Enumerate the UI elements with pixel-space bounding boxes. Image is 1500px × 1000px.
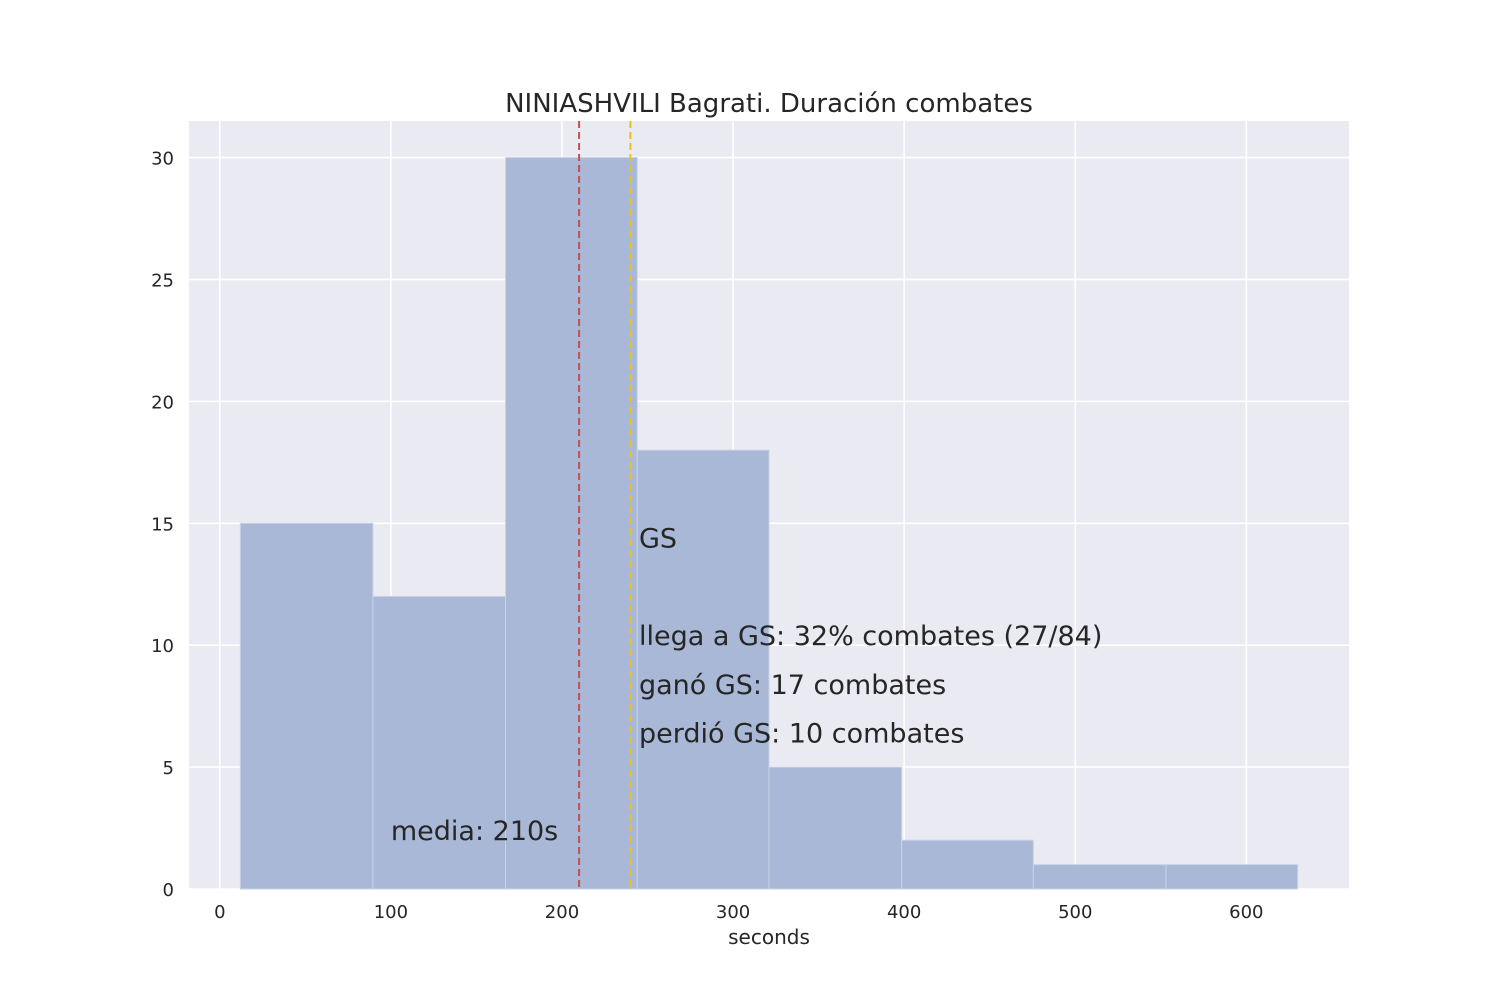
x-tick-label: 0 bbox=[214, 902, 225, 923]
y-tick-label: 10 bbox=[151, 636, 174, 657]
reference-lines bbox=[578, 121, 632, 889]
histogram-bar bbox=[239, 522, 374, 890]
x-tick-label: 100 bbox=[374, 902, 408, 923]
y-tick-label: 20 bbox=[151, 392, 174, 413]
annotation-text: media: 210s bbox=[391, 816, 558, 847]
annotations: media: 210s GS llega a GS: 32% combates (2… bbox=[391, 524, 1103, 848]
histogram-bar bbox=[1165, 864, 1299, 890]
annotation-text: perdió GS: 10 combates bbox=[639, 719, 964, 750]
x-tick-labels: 0 100 200 300 400 500 600 bbox=[214, 902, 1263, 923]
y-tick-label: 5 bbox=[163, 758, 174, 779]
x-tick-label: 500 bbox=[1058, 902, 1092, 923]
histogram-bar bbox=[901, 839, 1034, 890]
x-tick-label: 200 bbox=[545, 902, 579, 923]
histogram-bar bbox=[372, 595, 507, 890]
y-tick-label: 15 bbox=[151, 514, 174, 535]
y-tick-label: 0 bbox=[163, 880, 174, 901]
annotation-text: GS bbox=[639, 524, 677, 555]
y-tick-label: 25 bbox=[151, 270, 174, 291]
histogram-bar bbox=[505, 157, 638, 890]
histogram-bar bbox=[768, 766, 903, 890]
x-tick-label: 600 bbox=[1229, 902, 1263, 923]
x-tick-label: 300 bbox=[716, 902, 750, 923]
annotation-text: ganó GS: 17 combates bbox=[639, 670, 946, 701]
chart-title: NINIASHVILI Bagrati. Duración combates bbox=[505, 89, 1033, 119]
y-tick-label: 30 bbox=[151, 149, 174, 170]
annotation-text: llega a GS: 32% combates (27/84) bbox=[639, 621, 1102, 652]
histogram-bar bbox=[636, 449, 770, 890]
x-axis-label: seconds bbox=[728, 925, 810, 949]
histogram-bar bbox=[1032, 864, 1167, 890]
y-tick-labels: 0 5 10 15 20 25 30 bbox=[151, 149, 174, 901]
x-tick-label: 400 bbox=[887, 902, 921, 923]
bars bbox=[239, 157, 1299, 890]
